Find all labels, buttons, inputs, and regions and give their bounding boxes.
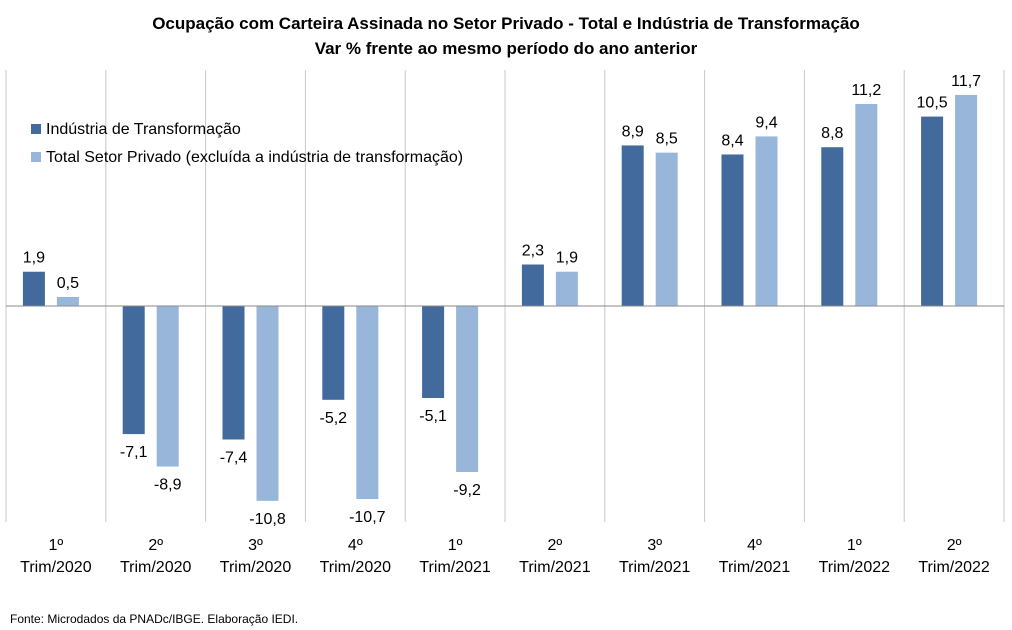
bar-industria bbox=[22, 271, 45, 306]
x-tick-label-period: Trim/2021 bbox=[519, 559, 591, 576]
bar-total bbox=[955, 94, 978, 306]
x-tick-label-period: Trim/2020 bbox=[120, 559, 192, 576]
legend-swatch-total bbox=[31, 152, 41, 162]
x-tick-label-ordinal: 2º bbox=[148, 537, 163, 554]
x-tick-label-period: Trim/2020 bbox=[320, 559, 392, 576]
plot-area: 1,9 0,5 1º Trim/2020 -7,1 -8,9 2º Trim/2020 -7,4… bbox=[5, 70, 1005, 576]
data-label: -9,2 bbox=[453, 482, 481, 499]
x-tick-label-ordinal: 1º bbox=[448, 537, 463, 554]
data-label: 8,5 bbox=[656, 131, 678, 148]
x-tick-label-period: Trim/2020 bbox=[220, 559, 292, 576]
bar-total bbox=[356, 306, 379, 500]
data-label: -10,7 bbox=[349, 509, 386, 526]
legend: Indústria de Transformação Total Setor P… bbox=[31, 121, 463, 166]
x-tick-label-ordinal: 1º bbox=[49, 537, 64, 554]
data-label: -7,1 bbox=[120, 444, 148, 461]
data-label: 8,8 bbox=[821, 125, 843, 142]
bar-total bbox=[256, 306, 279, 501]
data-label: 1,9 bbox=[23, 250, 45, 267]
bar-industria bbox=[621, 145, 644, 306]
data-label: 10,5 bbox=[917, 95, 948, 112]
x-tick-label-ordinal: 2º bbox=[947, 537, 962, 554]
data-label: 2,3 bbox=[522, 243, 544, 260]
x-tick-label-ordinal: 4º bbox=[348, 537, 363, 554]
x-tick-label-ordinal: 3º bbox=[248, 537, 263, 554]
data-label: 0,5 bbox=[57, 275, 79, 292]
x-tick-label-ordinal: 2º bbox=[548, 537, 563, 554]
bar-total bbox=[156, 306, 179, 467]
legend-label-total: Total Setor Privado (excluída a indústri… bbox=[46, 149, 463, 166]
data-label: 8,9 bbox=[622, 123, 644, 140]
data-label: 9,4 bbox=[755, 114, 777, 131]
bar-total bbox=[855, 103, 878, 307]
x-tick-label-ordinal: 1º bbox=[847, 537, 862, 554]
bar-total bbox=[555, 271, 578, 306]
bar-industria bbox=[422, 306, 445, 399]
x-tick-label-period: Trim/2022 bbox=[918, 559, 990, 576]
bar-industria bbox=[322, 306, 345, 400]
bar-industria bbox=[721, 154, 744, 306]
bar-total bbox=[655, 152, 678, 306]
bar-industria bbox=[122, 306, 145, 435]
x-tick-label-period: Trim/2022 bbox=[819, 559, 891, 576]
x-tick-label-period: Trim/2021 bbox=[619, 559, 691, 576]
data-label: -10,8 bbox=[249, 511, 286, 528]
data-label: 11,2 bbox=[851, 82, 881, 99]
chart-subtitle: Var % frente ao mesmo período do ano ant… bbox=[315, 39, 698, 58]
x-tick-label-ordinal: 4º bbox=[747, 537, 762, 554]
bar-industria bbox=[521, 264, 544, 306]
bar-industria bbox=[921, 116, 944, 306]
x-tick-label-period: Trim/2021 bbox=[419, 559, 491, 576]
bar-total bbox=[456, 306, 479, 472]
data-label: 1,9 bbox=[556, 250, 578, 267]
x-tick-label-period: Trim/2021 bbox=[719, 559, 791, 576]
bar-industria bbox=[222, 306, 245, 440]
data-label: -5,2 bbox=[320, 410, 348, 427]
data-label: -8,9 bbox=[154, 477, 182, 494]
data-label: -5,1 bbox=[419, 408, 447, 425]
legend-label-industria: Indústria de Transformação bbox=[46, 121, 241, 138]
x-tick-label-period: Trim/2020 bbox=[20, 559, 92, 576]
data-label: 8,4 bbox=[721, 132, 743, 149]
bar-industria bbox=[821, 147, 844, 306]
bar-total bbox=[755, 136, 778, 306]
chart-title: Ocupação com Carteira Assinada no Setor … bbox=[152, 14, 860, 33]
legend-swatch-industria bbox=[31, 124, 41, 134]
bar-total bbox=[56, 296, 79, 306]
data-label: -7,4 bbox=[220, 449, 248, 466]
x-tick-label-ordinal: 3º bbox=[647, 537, 662, 554]
data-label: 11,7 bbox=[951, 73, 981, 90]
source-note: Fonte: Microdados da PNADc/IBGE. Elabora… bbox=[10, 612, 298, 626]
